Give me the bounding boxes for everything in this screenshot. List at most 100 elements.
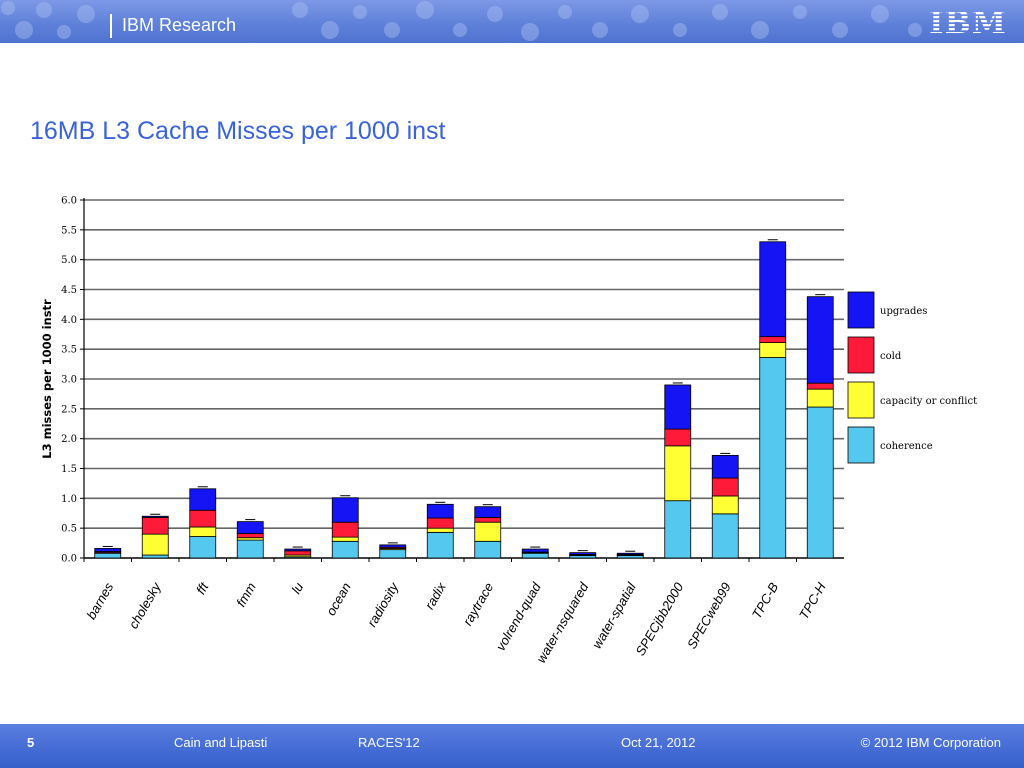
x-category-label: ocean — [323, 580, 354, 618]
legend-label: coherence — [880, 441, 933, 452]
bar-segment-cold — [426, 517, 454, 529]
bar-segment-upgrades — [806, 296, 834, 384]
y-tick-label: 4.5 — [61, 285, 77, 296]
y-tick-label: 2.0 — [61, 434, 77, 445]
bar-segment-upgrades — [189, 488, 217, 511]
y-tick-label: 6.0 — [61, 196, 77, 207]
legend-label: upgrades — [880, 306, 927, 317]
bar-segment-cold — [759, 336, 787, 344]
legend-swatch-coherence — [847, 426, 875, 464]
y-tick-label: 0.0 — [61, 554, 77, 565]
x-category-label: cholesky — [126, 579, 165, 632]
bar-segment-upgrades — [521, 548, 549, 553]
x-category-label: SPECjbb2000 — [633, 579, 687, 658]
bar-segment-cold — [141, 517, 169, 535]
bar-segment-coherence — [426, 531, 454, 559]
bar-segment-coherence — [189, 536, 217, 559]
bar-segment-capacity-or-conflict — [331, 536, 359, 542]
bar-segment-upgrades — [711, 454, 739, 479]
y-axis-label: L3 misses per 1000 instr — [40, 299, 54, 459]
legend-swatch-capacity-or-conflict — [847, 381, 875, 419]
bar-segment-upgrades — [426, 503, 454, 519]
slide-header: IBM Research IBM — [0, 0, 1024, 43]
x-category-label: fft — [193, 579, 212, 597]
slide-title: 16MB L3 Cache Misses per 1000 inst — [30, 117, 446, 145]
header-divider — [110, 14, 112, 38]
y-tick-label: 3.0 — [61, 375, 77, 386]
footer-conference: RACES'12 — [358, 735, 420, 750]
bar-segment-capacity-or-conflict — [711, 495, 739, 515]
y-tick-label: 1.5 — [61, 464, 77, 475]
bar-segment-cold — [664, 428, 692, 447]
x-category-label: water-spatial — [589, 579, 639, 651]
x-category-label: radix — [422, 580, 449, 612]
bar-segment-capacity-or-conflict — [759, 342, 787, 358]
bar-segment-coherence — [711, 513, 739, 559]
bar-segment-coherence — [94, 552, 122, 559]
x-category-label: lu — [288, 580, 306, 596]
bar-segment-coherence — [474, 540, 502, 559]
bar-segment-upgrades — [379, 544, 407, 548]
page-number: 5 — [27, 735, 35, 750]
bar-segment-upgrades — [569, 552, 597, 555]
bar-segment-capacity-or-conflict — [189, 526, 217, 537]
bar-segment-capacity-or-conflict — [141, 533, 169, 556]
ibm-logo-text: IBM — [929, 5, 1007, 38]
bar-segment-coherence — [521, 552, 549, 559]
bar-segment-coherence — [759, 357, 787, 559]
bar-segment-cold — [189, 509, 217, 528]
bar-segment-upgrades — [331, 497, 359, 523]
bar-segment-cold — [284, 550, 312, 556]
bar-segment-coherence — [806, 406, 834, 559]
bar-segment-capacity-or-conflict — [664, 445, 692, 502]
y-tick-label: 1.0 — [61, 494, 77, 505]
bar-segment-capacity-or-conflict — [426, 527, 454, 533]
bar-segment-upgrades — [759, 241, 787, 338]
y-tick-label: 5.0 — [61, 255, 77, 266]
bar-segment-upgrades — [284, 548, 312, 552]
x-category-label: TPC-B — [749, 580, 782, 622]
x-category-label: raytrace — [460, 580, 496, 628]
x-category-label: TPC-H — [796, 579, 829, 621]
bar-segment-coherence — [236, 539, 264, 559]
legend-label: cold — [880, 351, 902, 362]
x-category-label: SPECweb99 — [684, 580, 734, 651]
bar-segment-upgrades — [236, 521, 264, 534]
bar-segment-cold — [236, 533, 264, 539]
bar-segment-upgrades — [474, 506, 502, 518]
header-bubble-pattern — [1, 1, 922, 41]
bar-segment-upgrades — [616, 552, 644, 555]
y-tick-label: 2.5 — [61, 404, 77, 415]
y-tick-label: 3.5 — [61, 345, 77, 356]
y-tick-label: 4.0 — [61, 315, 77, 326]
footer-authors: Cain and Lipasti — [174, 735, 268, 750]
bar-segment-upgrades — [664, 384, 692, 430]
bar-segment-capacity-or-conflict — [806, 388, 834, 408]
bar-segment-cold — [711, 477, 739, 497]
x-category-label: water-nsquared — [533, 579, 591, 665]
stacked-bar-chart: 0.0 0.5 1.0 1.5 2.0 2.5 3.0 3.5 4.0 4.5 5.0 5.5 6.0 L… — [40, 196, 977, 666]
x-category-label: radiosity — [364, 579, 402, 630]
bar-segment-coherence — [331, 540, 359, 559]
slide-footer: 5 Cain and Lipasti RACES'12 Oct 21, 2012… — [0, 724, 1024, 768]
ibm-logo: IBM — [929, 5, 1007, 38]
x-category-label: volrend-quad — [493, 579, 544, 653]
x-category-label: barnes — [83, 580, 116, 622]
legend-swatch-cold — [847, 336, 875, 374]
bar-segment-upgrades — [141, 515, 169, 518]
footer-copyright: © 2012 IBM Corporation — [860, 735, 1001, 750]
legend-swatch-upgrades — [847, 291, 875, 329]
footer-date: Oct 21, 2012 — [621, 735, 696, 750]
bar-segment-cold — [806, 382, 834, 390]
bar-segment-capacity-or-conflict — [474, 521, 502, 542]
bar-segment-cold — [474, 517, 502, 523]
bar-segment-cold — [331, 521, 359, 538]
legend-label: capacity or conflict — [880, 396, 977, 407]
bar-segment-coherence — [379, 549, 407, 559]
bar-segment-coherence — [141, 554, 169, 559]
header-brand: IBM Research — [122, 15, 237, 35]
bar-segment-coherence — [664, 500, 692, 559]
x-category-label: fmm — [233, 580, 259, 610]
y-tick-label: 5.5 — [61, 225, 77, 236]
y-tick-label: 0.5 — [61, 524, 77, 535]
